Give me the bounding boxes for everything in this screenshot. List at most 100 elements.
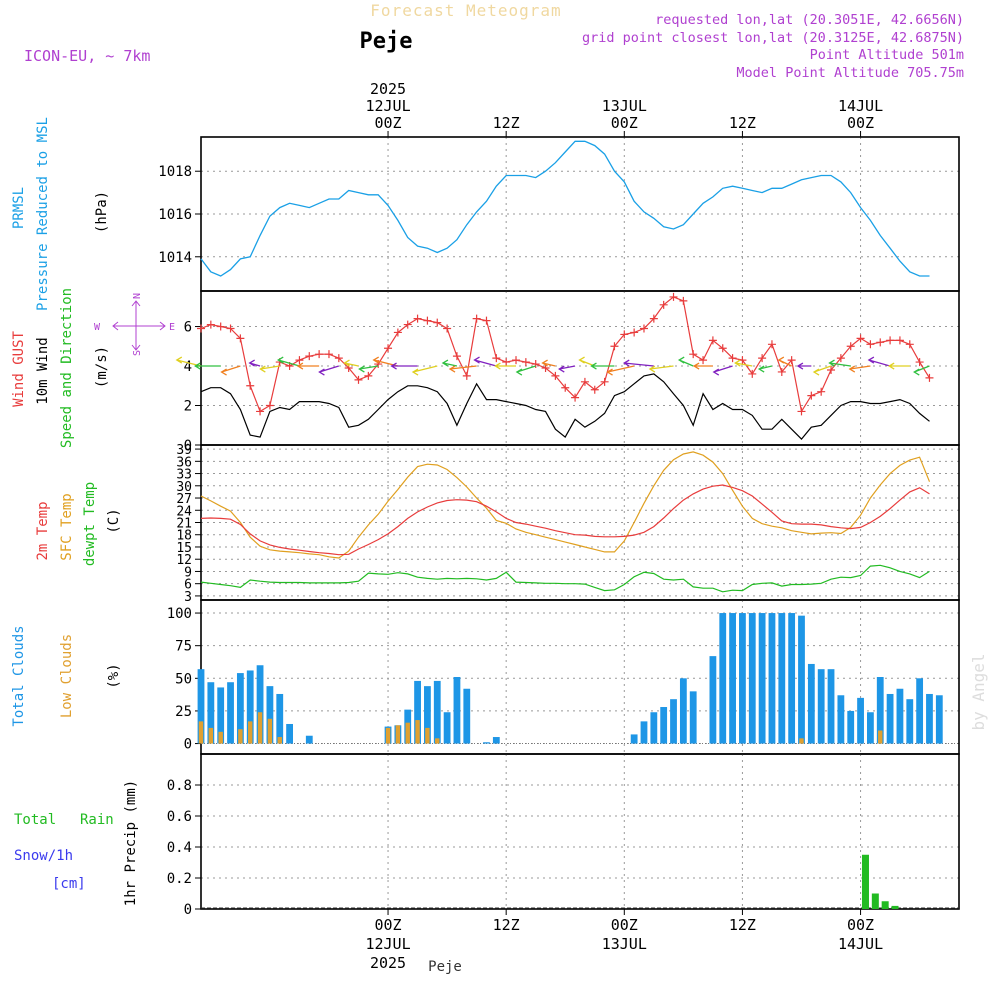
temperature-marks <box>200 451 931 593</box>
wind-compass: N S W E <box>94 293 175 356</box>
total-clouds-bar <box>729 613 736 744</box>
total-clouds-bar <box>906 699 914 744</box>
total-clouds-bar <box>876 677 884 744</box>
top-axis-label: 00Z <box>847 114 874 132</box>
wind-speed-line <box>200 373 930 440</box>
gust-point <box>797 407 806 416</box>
temperature-y-tick-label: 15 <box>176 541 192 556</box>
wind-grid <box>200 290 960 446</box>
total-clouds-bar <box>236 673 244 744</box>
temperature-y-tick-label: 24 <box>176 504 192 519</box>
gust-point <box>354 375 363 384</box>
wind-arrow-icon <box>828 359 851 367</box>
gust-point <box>856 334 865 343</box>
total-clouds-bar <box>266 686 274 744</box>
gust-point <box>413 314 422 323</box>
gust-point <box>226 324 235 333</box>
total-clouds-bar <box>778 613 786 744</box>
gust-point <box>295 356 304 365</box>
wind-arrow-icon <box>796 362 812 370</box>
gust-point <box>669 292 678 301</box>
snow-label: Snow/1h <box>14 848 73 864</box>
low-clouds-bar <box>238 729 243 744</box>
clouds-y-tick-label: 75 <box>175 639 192 655</box>
total-clouds-bar <box>847 710 855 744</box>
wind-10m-label: 10m Wind <box>35 337 51 404</box>
gust-point <box>639 324 648 333</box>
precip-unit-label: 1hr Precip (mm) <box>123 780 139 906</box>
total-clouds-bar <box>886 693 894 744</box>
gust-point <box>718 344 727 353</box>
precip-y-tick-label: 0.8 <box>167 778 192 794</box>
top-axis-label: 00Z <box>374 114 401 132</box>
total-clouds-bar <box>916 678 924 744</box>
total-clouds-bar <box>709 656 717 744</box>
total-clouds-bar <box>217 687 225 744</box>
gust-point <box>384 344 393 353</box>
gust-point <box>699 356 708 365</box>
clouds-y-ticks: 0 25 50 75 100 <box>167 606 201 753</box>
top-axis-label: 12Z <box>729 114 756 132</box>
temp2m-line <box>200 484 930 556</box>
wind-arrow-icon <box>692 362 713 370</box>
gust-point <box>492 354 501 363</box>
dewpt-line <box>200 564 930 593</box>
wind-y-tick-label: 6 <box>184 320 192 336</box>
total-clouds-label: Total Clouds <box>11 625 27 726</box>
gust-point <box>364 371 373 380</box>
rain-label: Rain <box>80 812 114 828</box>
compass-south: S <box>132 350 143 356</box>
gust-point <box>393 328 402 337</box>
wind-arrow-icon <box>848 365 871 373</box>
gust-point <box>610 342 619 351</box>
precip-y-tick-label: 0 <box>184 902 192 918</box>
wind-speed-dir-label: Speed and Direction <box>59 288 75 448</box>
temperature-y-tick-label: 30 <box>176 480 192 495</box>
wind-arrow-icon <box>448 365 477 373</box>
compass-west: W <box>94 322 101 333</box>
wind-arrow-icon <box>812 365 832 376</box>
total-clouds-bar <box>640 721 648 744</box>
gust-point <box>423 316 432 325</box>
pressure-y-tick-label: 1014 <box>158 250 192 266</box>
top-axis-label: 2025 <box>370 80 406 98</box>
pressure-grid <box>200 136 960 292</box>
wind-y-tick-label: 0 <box>184 438 192 454</box>
total-clouds-bar <box>670 699 677 744</box>
total-clouds-bar <box>483 742 490 744</box>
wind-arrow-icon <box>390 362 418 370</box>
rain-bar <box>891 905 899 909</box>
wind-arrow-icon <box>441 359 458 367</box>
bottom-axis-label: 00Z <box>611 916 638 934</box>
gust-point <box>265 401 274 410</box>
wind-arrow-icon <box>515 365 536 376</box>
gust-point <box>600 377 609 386</box>
low-clouds-bar <box>198 721 204 744</box>
gust-point <box>482 316 491 325</box>
bottom-axis-label: 12JUL <box>365 935 410 953</box>
pressure-panel: 1014 1016 1018 PRMSL Pressure Reduced to M… <box>11 117 960 311</box>
requested-coords: requested lon,lat (20.3051E, 42.6656N) <box>655 12 964 28</box>
low-clouds-bar <box>415 720 420 744</box>
temperature-y-tick-label: 9 <box>184 565 192 580</box>
gust-point <box>433 318 442 327</box>
gust-point <box>561 383 570 392</box>
wind-arrow-icon <box>622 359 654 367</box>
compass-cross-icon <box>112 300 166 351</box>
gust-point <box>728 354 737 363</box>
pressure-y-tick-label: 1018 <box>158 164 192 180</box>
gust-point <box>649 314 658 323</box>
gust-point <box>324 350 333 359</box>
low-clouds-bar <box>405 722 410 744</box>
low-clouds-bar <box>799 738 804 744</box>
temperature-y-tick-label: 3 <box>184 590 192 605</box>
total-clouds-bar <box>719 613 727 744</box>
gust-point <box>334 354 343 363</box>
wind-arrow-icon <box>590 362 615 370</box>
wind-arrow-icon <box>296 362 320 370</box>
gust-point <box>905 340 914 349</box>
total-clouds-bar <box>867 712 874 744</box>
wind-arrow-icon <box>558 365 576 373</box>
compass-north: N <box>132 293 143 299</box>
total-clouds-bar <box>739 613 746 744</box>
